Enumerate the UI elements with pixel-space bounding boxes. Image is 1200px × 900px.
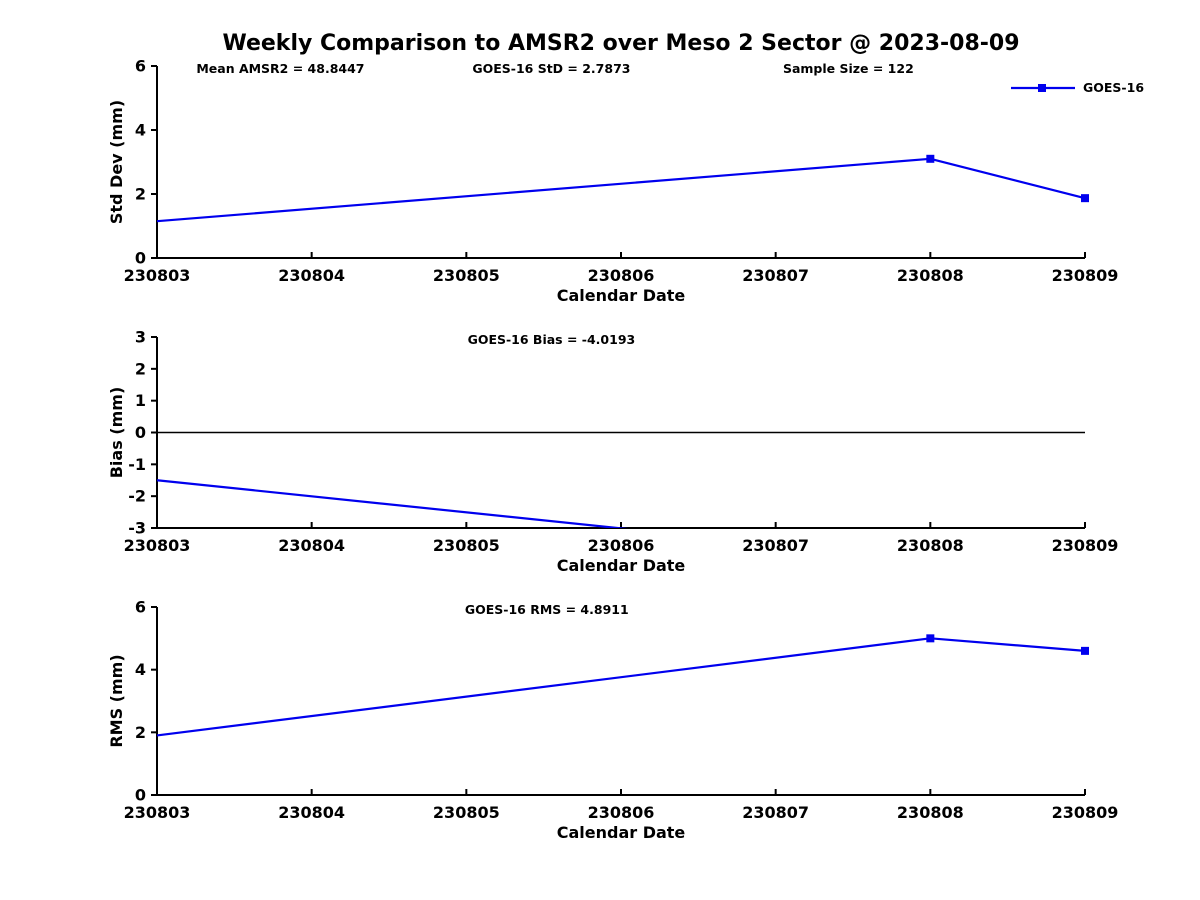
y-tick-label: -1 bbox=[128, 455, 146, 474]
x-tick-label: 230804 bbox=[278, 803, 345, 822]
x-tick-label: 230805 bbox=[433, 803, 500, 822]
data-marker bbox=[1081, 646, 1089, 655]
data-marker bbox=[926, 154, 935, 163]
x-axis-label: Calendar Date bbox=[557, 286, 686, 305]
x-tick-label: 230803 bbox=[124, 266, 191, 285]
y-tick-label: 1 bbox=[135, 391, 146, 410]
y-tick-label: 6 bbox=[135, 57, 146, 76]
x-axis-label: Calendar Date bbox=[557, 556, 686, 575]
x-tick-label: 230805 bbox=[433, 536, 500, 555]
y-tick-label: -2 bbox=[128, 487, 146, 506]
y-tick-label: 4 bbox=[135, 121, 146, 140]
x-tick-label: 230809 bbox=[1052, 536, 1119, 555]
y-tick-label: 6 bbox=[135, 598, 146, 617]
x-tick-label: 230808 bbox=[897, 536, 964, 555]
x-tick-label: 230804 bbox=[278, 266, 345, 285]
data-marker bbox=[1081, 194, 1089, 203]
x-tick-label: 230806 bbox=[588, 536, 655, 555]
y-tick-label: 2 bbox=[135, 723, 146, 742]
annotation: GOES-16 Bias = -4.0193 bbox=[468, 332, 636, 347]
legend-square-marker-icon bbox=[1038, 83, 1046, 92]
x-axis-label: Calendar Date bbox=[557, 823, 686, 842]
x-tick-label: 230804 bbox=[278, 536, 345, 555]
x-tick-label: 230807 bbox=[742, 266, 809, 285]
x-tick-label: 230808 bbox=[897, 803, 964, 822]
x-tick-label: 230808 bbox=[897, 266, 964, 285]
chart-title: Weekly Comparison to AMSR2 over Meso 2 S… bbox=[222, 31, 1020, 56]
x-tick-label: 230807 bbox=[742, 803, 809, 822]
series-line-goes-16 bbox=[156, 637, 1086, 737]
y-tick-label: 2 bbox=[135, 185, 146, 204]
x-tick-label: 230807 bbox=[742, 536, 809, 555]
x-tick-label: 230806 bbox=[588, 266, 655, 285]
y-tick-label: 3 bbox=[135, 328, 146, 347]
y-tick-label: -3 bbox=[128, 519, 146, 538]
annotation: Mean AMSR2 = 48.8447 bbox=[196, 61, 364, 76]
legend: GOES-16 bbox=[1010, 80, 1144, 95]
x-tick-label: 230803 bbox=[124, 803, 191, 822]
plot-bias: 230803 230804 230805 230806 230807 230808 2308… bbox=[107, 328, 1118, 576]
series-line-goes-16 bbox=[156, 157, 1086, 223]
legend-line-sample bbox=[1011, 83, 1075, 92]
y-tick-label: 0 bbox=[135, 423, 146, 442]
annotation: GOES-16 StD = 2.7873 bbox=[472, 61, 630, 76]
y-axis-label: RMS (mm) bbox=[107, 654, 126, 747]
plot-std-dev: 230803 230804 230805 230806 230807 230808 2308… bbox=[107, 57, 1118, 306]
series-line-goes-16 bbox=[156, 479, 629, 528]
y-tick-label: 0 bbox=[135, 786, 146, 805]
data-marker bbox=[926, 634, 935, 643]
y-tick-label: 2 bbox=[135, 359, 146, 378]
x-tick-label: 230803 bbox=[124, 536, 191, 555]
x-tick-label: 230805 bbox=[433, 266, 500, 285]
y-axis-label: Bias (mm) bbox=[107, 387, 126, 479]
x-tick-label: 230806 bbox=[588, 803, 655, 822]
x-tick-label: 230809 bbox=[1052, 266, 1119, 285]
annotation: Sample Size = 122 bbox=[783, 61, 914, 76]
annotation: GOES-16 RMS = 4.8911 bbox=[465, 602, 629, 617]
y-axis-label: Std Dev (mm) bbox=[107, 100, 126, 224]
legend-label: GOES-16 bbox=[1083, 80, 1145, 95]
x-tick-label: 230809 bbox=[1052, 803, 1119, 822]
y-tick-label: 4 bbox=[135, 660, 146, 679]
y-tick-label: 0 bbox=[135, 249, 146, 268]
plot-rms: 230803 230804 230805 230806 230807 230808 2308… bbox=[107, 598, 1118, 843]
